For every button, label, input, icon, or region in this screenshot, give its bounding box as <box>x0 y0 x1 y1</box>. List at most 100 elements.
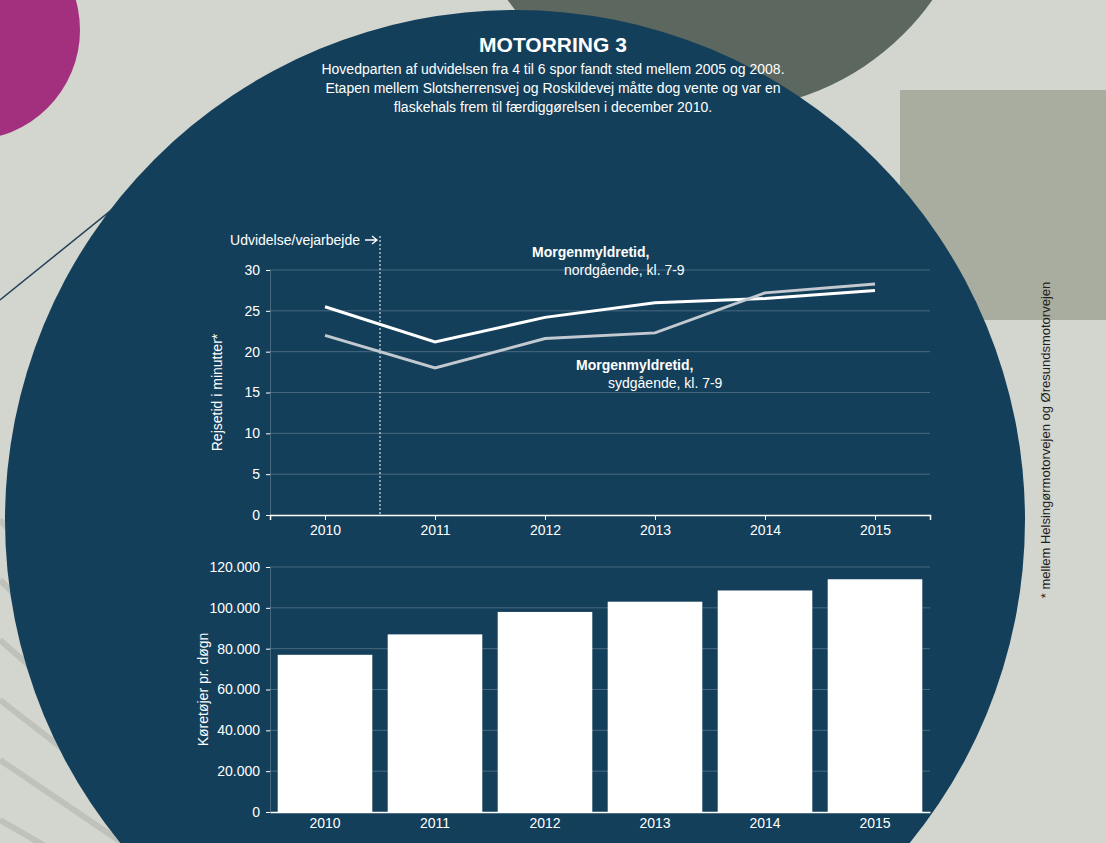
tick-mark <box>266 474 270 475</box>
tick: 2012 <box>529 815 560 831</box>
tick: 2012 <box>530 515 561 538</box>
axis-line <box>266 568 271 813</box>
plot-bars <box>278 579 923 812</box>
tick-label: 15 <box>244 384 260 400</box>
bar <box>608 602 703 812</box>
tick: 20.000 <box>217 763 270 779</box>
axis: 2010 2011 2012 2013 2014 2015 <box>271 515 931 538</box>
tick-mark <box>266 352 270 353</box>
tick-mark <box>325 515 326 520</box>
tick: 20 <box>244 344 270 360</box>
tick-label: 2012 <box>530 522 561 538</box>
tick-label: 2010 <box>309 815 340 831</box>
line <box>325 290 875 341</box>
axis: 0 5 10 15 20 25 30 <box>244 262 270 523</box>
tick-label: 2011 <box>420 815 450 831</box>
series-label: Morgenmyldretid,nordgående, kl. 7-9 <box>532 244 685 278</box>
axis-line <box>271 812 931 814</box>
tick-label: 2013 <box>639 815 670 831</box>
bar <box>718 590 813 812</box>
tick-mark <box>266 771 270 772</box>
axis-title: Rejsetid i minutter* <box>209 333 225 451</box>
tick-label: 25 <box>244 303 260 319</box>
subtitle: Hovedparten af udvidelsen fra 4 til 6 sp… <box>321 61 784 115</box>
tick: 2011 <box>420 515 450 538</box>
tick: 2015 <box>860 515 891 538</box>
tick-label: 2014 <box>749 815 780 831</box>
tick-label: 10 <box>244 425 260 441</box>
tick: 0 <box>252 507 270 523</box>
tick-mark <box>266 812 270 813</box>
chart: MOTORRING 3 Hovedparten af udvidelsen fra… <box>0 0 1106 843</box>
tick-label: 0 <box>252 507 260 523</box>
tick-label: 20 <box>244 344 260 360</box>
bar <box>498 612 593 812</box>
bar <box>828 579 923 812</box>
axis-line <box>266 271 271 516</box>
tick-label: 30 <box>244 262 260 278</box>
grid-line <box>270 567 930 568</box>
tick-mark <box>875 515 876 520</box>
tick-mark <box>266 393 270 394</box>
tick-label: 2010 <box>310 522 341 538</box>
tick-mark <box>266 649 270 650</box>
tick-label: 2014 <box>750 522 781 538</box>
axis-title: Køretøjer pr. døgn <box>195 633 211 747</box>
tick-label: 0 <box>252 804 260 820</box>
tick-mark <box>545 515 546 520</box>
tick-label: 5 <box>252 466 260 482</box>
annotation-line <box>380 236 381 515</box>
tick-mark <box>435 515 436 520</box>
tick-mark <box>266 433 270 434</box>
tick: 2013 <box>639 815 670 831</box>
tick-label: 40.000 <box>217 722 260 738</box>
footnote: * mellem Helsingørmotorvejen og Øresunds… <box>1038 282 1053 598</box>
tick: 2010 <box>309 815 340 831</box>
tick: 10 <box>244 425 270 441</box>
tick-mark <box>266 311 270 312</box>
tick-mark <box>655 515 656 520</box>
tick: 15 <box>244 384 270 400</box>
panel-circle <box>5 10 1025 843</box>
plot-lines <box>325 284 875 368</box>
tick-label: 100.000 <box>209 600 260 616</box>
tick-label: 2013 <box>640 522 671 538</box>
tick-label: 120.000 <box>209 559 260 575</box>
tick: 2010 <box>310 515 341 538</box>
tick: 80.000 <box>217 641 270 657</box>
series-label: Morgenmyldretid,sydgående, kl. 7-9 <box>576 357 723 391</box>
tick-label: 2015 <box>859 815 890 831</box>
tick: 2015 <box>859 815 890 831</box>
tick: 5 <box>252 466 270 482</box>
background <box>0 0 1106 843</box>
tick-mark <box>765 515 766 520</box>
bar <box>388 634 483 812</box>
grid-line <box>270 474 930 475</box>
line <box>325 284 875 368</box>
annotation-arrow <box>365 236 377 244</box>
tick-mark <box>266 690 270 691</box>
tick: 0 <box>252 804 270 820</box>
title: MOTORRING 3 <box>479 33 627 56</box>
grid-line <box>270 433 930 434</box>
axis-line <box>271 516 931 521</box>
tick: 30 <box>244 262 270 278</box>
annotation-label: Udvidelse/vejarbejde <box>230 232 360 248</box>
grid-line <box>270 392 930 393</box>
tick: 2014 <box>750 515 781 538</box>
tick: 100.000 <box>209 600 270 616</box>
tick: 2014 <box>749 815 780 831</box>
tick-mark <box>266 608 270 609</box>
deco-circle <box>0 0 80 140</box>
tick: 2011 <box>420 815 450 831</box>
tick-label: 2012 <box>529 815 560 831</box>
axis: 2010 2011 2012 2013 2014 2015 <box>271 813 931 831</box>
tick-label: 60.000 <box>217 681 260 697</box>
grid <box>270 270 930 474</box>
tick-label: 2015 <box>860 522 891 538</box>
bar <box>278 655 373 812</box>
tick: 40.000 <box>217 722 270 738</box>
tick-label: 80.000 <box>217 641 260 657</box>
axis: 0 20.000 40.000 60.000 80.000 100.000 120.000 <box>209 559 270 820</box>
tick-mark <box>266 567 270 568</box>
